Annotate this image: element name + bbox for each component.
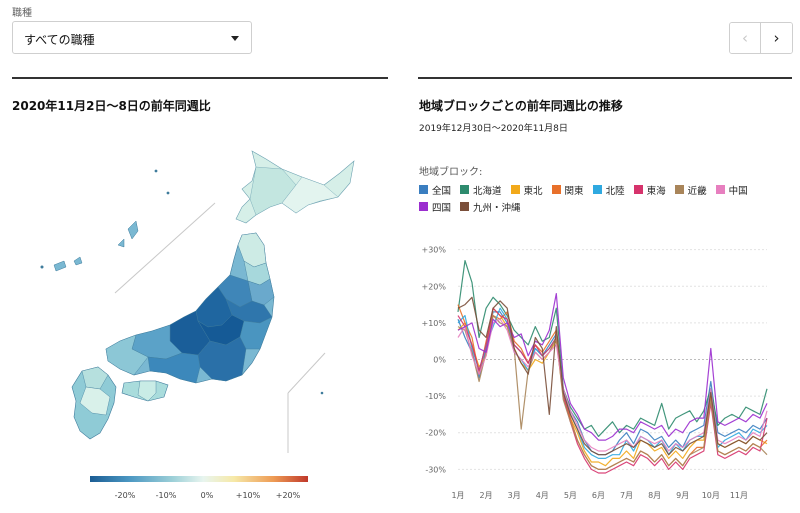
filter-label: 職種 [12,8,32,19]
legend-item[interactable]: 東北 [510,183,543,197]
x-tick-label: 6月 [592,491,605,500]
legend-label: 全国 [432,185,452,197]
legend-label: 東北 [523,185,543,197]
scale-tick-label: 0% [201,491,214,500]
y-tick-label: +20% [422,282,447,291]
series-line[interactable] [457,307,768,474]
legend-item[interactable]: 関東 [551,183,584,197]
shikoku-region[interactable] [121,380,169,402]
legend-swatch [715,185,725,194]
legend-swatch [674,185,684,194]
caret-down-icon [231,36,239,41]
color-scale-legend: -20% -10% 0% +10% +20% [90,476,308,500]
pager: ‹ › [729,22,793,54]
map-inset-divider [287,352,326,394]
chart-legend: 全国 北海道 東北 関東 北陸 東海 近畿 中国 四国 九州・沖縄 [419,181,779,215]
chart-title: 地域ブロックごとの前年同週比の推移 [419,99,623,113]
legend-swatch [460,202,470,211]
x-tick-label: 9月 [676,491,689,500]
legend-title: 地域ブロック: [419,167,483,178]
hokkaido-region[interactable] [235,150,355,224]
x-tick-label: 3月 [508,491,521,500]
legend-swatch [592,185,602,194]
x-tick-label: 1月 [451,491,464,500]
okinawa-islands[interactable] [40,169,324,395]
legend-item[interactable]: 九州・沖縄 [460,200,521,214]
legend-label: 北陸 [605,185,625,197]
legend-item[interactable]: 北陸 [592,183,625,197]
legend-swatch [460,185,470,194]
series-line[interactable] [457,292,768,441]
line-chart: +30% +20% +10% 0% -10% -20% -30% 1月 2月 3月 4月 5月 6月 7… [422,246,768,500]
right-section-divider [418,77,792,79]
kyushu-region[interactable] [71,366,117,440]
x-tick-label: 7月 [620,491,633,500]
occupation-select[interactable]: すべての職種 [12,21,252,54]
x-tick-label: 8月 [648,491,661,500]
next-button[interactable]: › [761,23,792,53]
x-axis-ticks: 1月 2月 3月 4月 5月 6月 7月 8月 9月 10月 11月 [451,491,748,500]
legend-swatch [510,185,520,194]
japan-choropleth-map [40,150,355,453]
legend-swatch [419,185,428,194]
honshu-region[interactable] [105,232,275,384]
scale-tick-label: +20% [276,491,301,500]
x-tick-label: 4月 [536,491,549,500]
legend-label: 四国 [432,202,452,214]
scale-tick-label: -10% [156,491,177,500]
legend-item[interactable]: 全国 [419,183,451,197]
legend-item[interactable]: 四国 [419,200,451,214]
scale-tick-label: -20% [115,491,136,500]
chart-series [457,260,768,474]
y-tick-label: -20% [425,429,446,438]
y-tick-label: 0% [433,356,446,365]
legend-item[interactable]: 東海 [633,183,666,197]
legend-swatch [419,202,428,211]
series-line[interactable] [457,296,768,456]
legend-label: 九州・沖縄 [473,202,521,214]
legend-swatch [551,185,561,194]
map-inset-divider [114,202,216,294]
series-line[interactable] [457,314,768,470]
y-axis-ticks: +30% +20% +10% 0% -10% -20% -30% [422,246,447,475]
color-scale-bar [90,476,308,482]
legend-label: 近畿 [687,185,707,197]
legend-swatch [633,185,643,194]
legend-row: 全国 北海道 東北 関東 北陸 東海 近畿 中国 [419,181,779,198]
legend-label: 東海 [646,185,666,197]
series-line[interactable] [457,311,768,456]
y-tick-label: +10% [422,319,447,328]
x-tick-label: 11月 [730,491,748,500]
legend-item[interactable]: 近畿 [674,183,707,197]
chart-subtitle: 2019年12月30日〜2020年11月8日 [419,124,568,134]
occupation-select-value: すべての職種 [24,33,95,47]
chevron-right-icon: › [773,29,780,47]
prev-button[interactable]: ‹ [730,23,762,53]
chevron-left-icon: ‹ [742,29,748,47]
legend-label: 北海道 [473,185,502,197]
x-tick-label: 2月 [480,491,493,500]
x-tick-label: 10月 [702,491,720,500]
y-tick-label: -10% [425,392,446,401]
x-tick-label: 5月 [564,491,577,500]
y-tick-label: +30% [422,246,447,255]
left-section-divider [12,77,388,79]
series-line[interactable] [457,260,768,437]
legend-label: 中国 [728,185,748,197]
map-title: 2020年11月2日〜8日の前年同週比 [12,99,211,113]
scale-tick-label: +10% [236,491,261,500]
legend-row: 四国 九州・沖縄 [419,198,779,215]
legend-item[interactable]: 北海道 [460,183,502,197]
y-tick-label: -30% [425,465,446,474]
legend-label: 関東 [564,185,584,197]
legend-item[interactable]: 中国 [715,183,748,197]
series-line[interactable] [457,318,768,452]
